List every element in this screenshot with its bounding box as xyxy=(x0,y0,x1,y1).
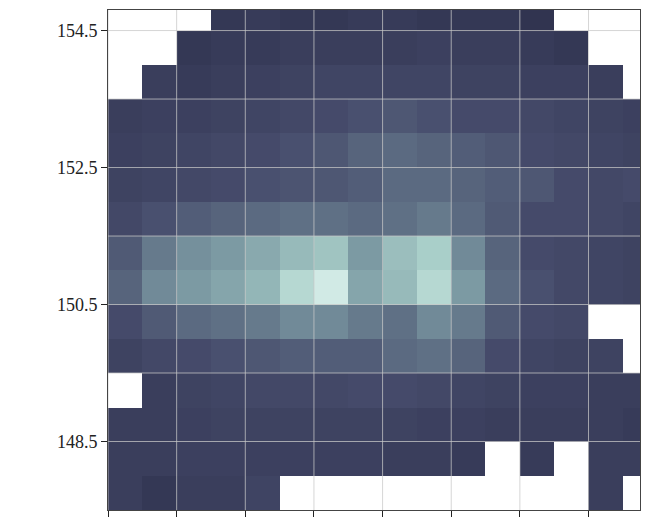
svg-text:150.5: 150.5 xyxy=(57,295,98,315)
svg-text:154.5: 154.5 xyxy=(57,21,98,41)
svg-text:152.5: 152.5 xyxy=(57,158,98,178)
svg-text:148.5: 148.5 xyxy=(57,432,98,452)
